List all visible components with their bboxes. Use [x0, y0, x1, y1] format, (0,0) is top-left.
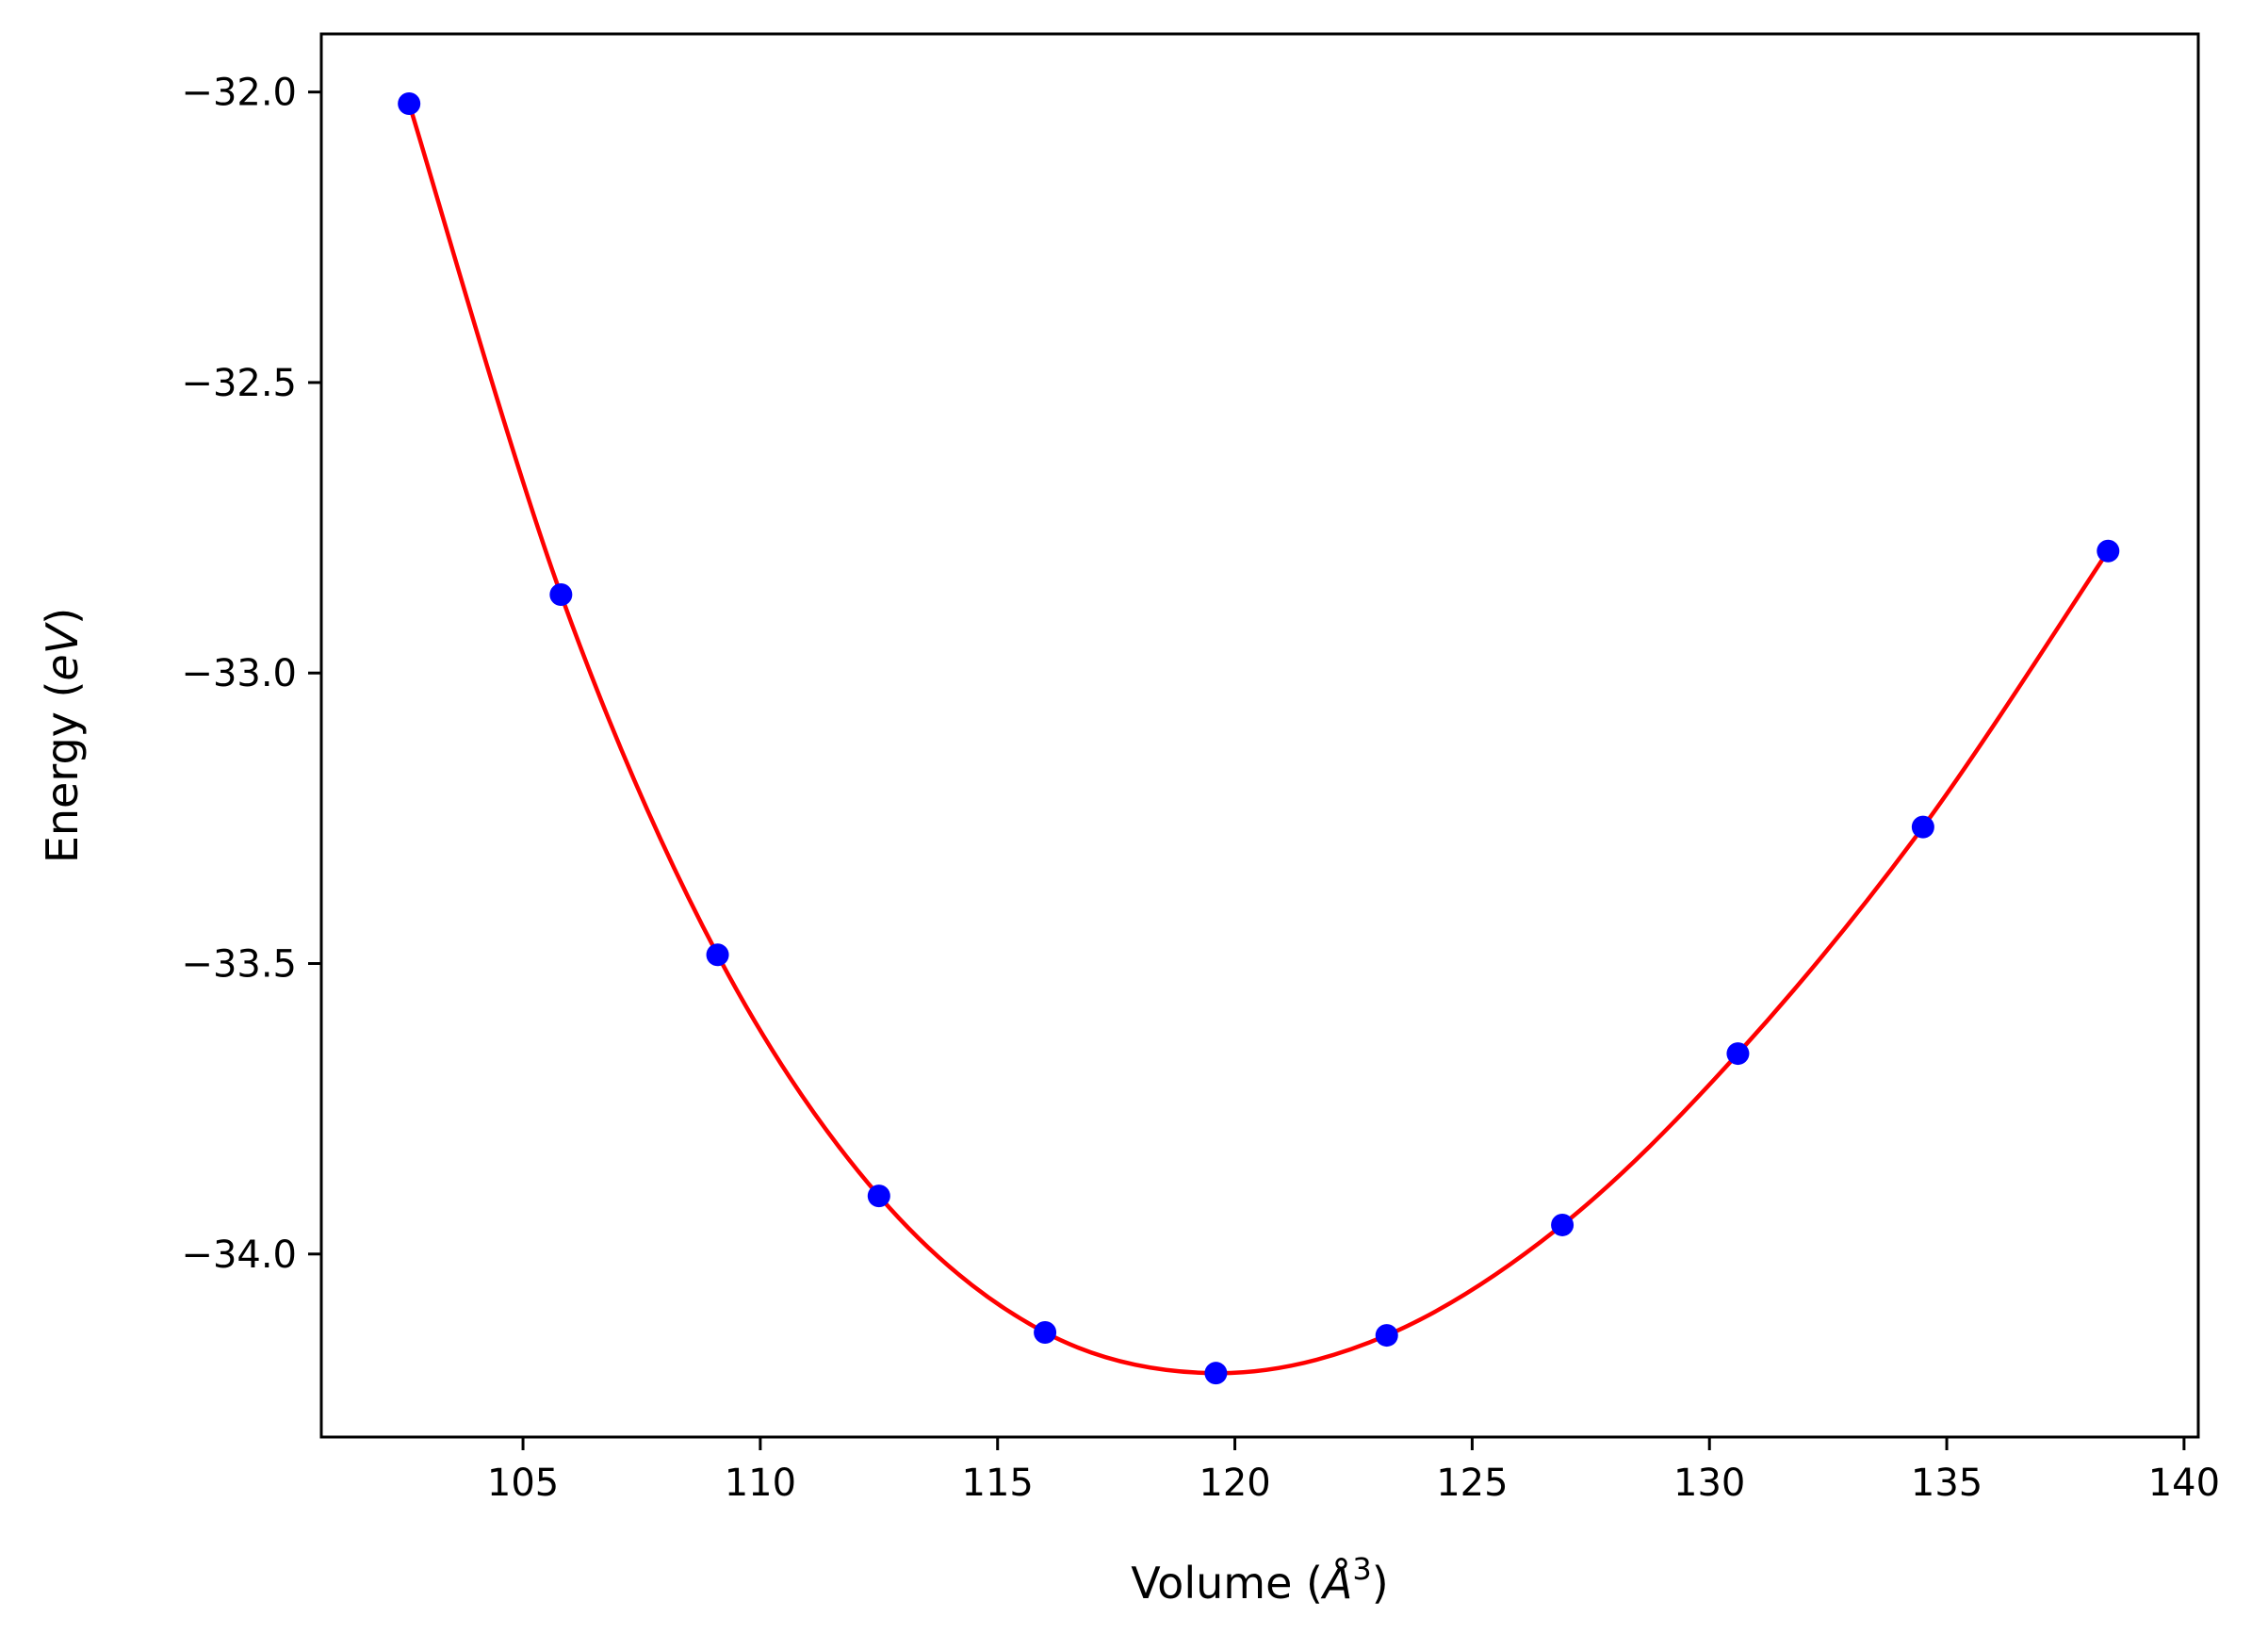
- data-point: [1726, 1042, 1750, 1066]
- x-tick-label: 105: [487, 1462, 559, 1505]
- data-point: [1375, 1324, 1398, 1348]
- data-point: [1204, 1362, 1228, 1385]
- data-point: [1034, 1321, 1057, 1345]
- data-point: [706, 943, 729, 967]
- x-tick-label: 135: [1911, 1462, 1982, 1505]
- y-axis-label-unit: eV: [37, 621, 88, 680]
- x-tick-label: 125: [1436, 1462, 1508, 1505]
- y-tick-label: −33.5: [181, 943, 297, 987]
- y-axis-label-close: ): [37, 608, 88, 625]
- y-tick-label: −32.0: [181, 72, 297, 115]
- y-tick-label: −33.0: [181, 652, 297, 695]
- data-point: [1551, 1213, 1575, 1236]
- data-point: [1911, 815, 1934, 839]
- data-point: [398, 91, 421, 115]
- x-axis-label-unit: Å: [1320, 1558, 1352, 1609]
- plot-area: [398, 91, 2120, 1385]
- axes: 105 110 115 120 125 130 135 140 −32.0 −32.5 −33.0 −…: [181, 32, 2220, 1505]
- y-tick-label: −34.0: [181, 1233, 297, 1277]
- axis-labels: Volume (Å3) Energy (eV): [37, 608, 1389, 1609]
- data-point: [867, 1184, 890, 1208]
- y-axis-label-text: Energy (: [37, 681, 88, 864]
- data-point: [549, 582, 573, 606]
- x-tick-label: 110: [725, 1462, 796, 1505]
- x-tick-label: 130: [1673, 1462, 1745, 1505]
- data-point: [2097, 539, 2120, 563]
- x-tick-label: 120: [1199, 1462, 1270, 1505]
- y-axis-label: Energy (eV): [37, 608, 88, 863]
- fit-curve-line: [406, 101, 2111, 1376]
- x-axis-label-text: Volume (: [1131, 1558, 1323, 1609]
- x-axis-label-close: ): [1372, 1558, 1389, 1609]
- x-tick-label: 140: [2148, 1462, 2220, 1505]
- x-axis-label: Volume (Å3): [1131, 1551, 1388, 1609]
- y-tick-label: −32.5: [181, 362, 297, 405]
- x-axis-label-exponent: 3: [1352, 1551, 1371, 1587]
- x-tick-label: 115: [962, 1462, 1034, 1505]
- axes-frame: [319, 32, 2200, 1439]
